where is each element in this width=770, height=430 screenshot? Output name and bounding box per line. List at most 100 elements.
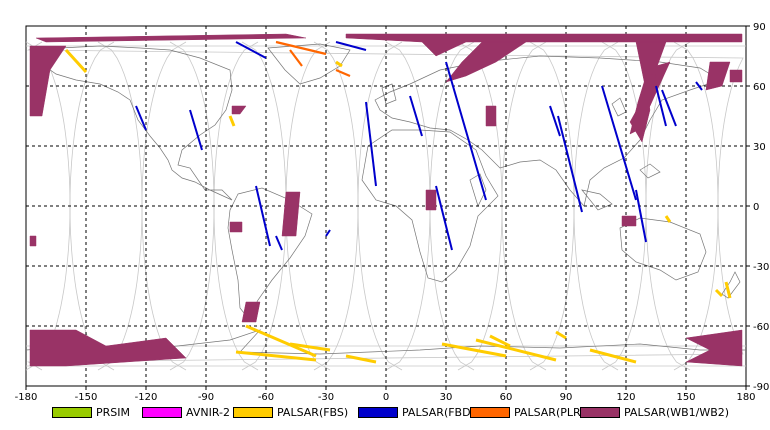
legend-label: AVNIR-2 (186, 405, 230, 419)
fbs-strip (335, 60, 343, 68)
fbd-strip (435, 185, 453, 251)
wb-coverage-region (229, 221, 243, 233)
fbd-strip (695, 81, 703, 91)
coastline-eurasia (374, 55, 721, 207)
wb-coverage-region (445, 41, 527, 83)
x-tick-label: -90 (198, 392, 214, 403)
plr-strip (289, 49, 303, 67)
fbd-strip (445, 61, 487, 201)
x-tick-label: 0 (383, 392, 389, 403)
fbd-strip (189, 109, 203, 151)
fbd-strip (661, 89, 677, 127)
x-tick-label: 90 (560, 392, 573, 403)
legend-item: PRSIM (52, 403, 130, 421)
x-tick-label: -150 (75, 392, 98, 403)
y-tick-label: 60 (753, 82, 766, 93)
palsar-plr-coverage (275, 40, 351, 78)
legend-swatch (52, 406, 92, 418)
fbd-strip (409, 95, 423, 137)
coastline-north-america (35, 45, 233, 201)
y-tick-label: -60 (753, 322, 769, 333)
legend-label: PALSAR(FBD) (402, 405, 475, 419)
y-tick-label: 0 (753, 202, 759, 213)
fbd-strip (335, 41, 367, 51)
palsar-wb-coverage (29, 33, 743, 367)
legend-swatch (142, 406, 182, 418)
fbs-strip (555, 330, 567, 340)
wb-coverage-region (231, 105, 247, 115)
fbd-strip (365, 101, 377, 187)
wb-coverage-region (729, 69, 743, 83)
fbd-strip (635, 189, 647, 243)
x-tick-label: 180 (736, 392, 755, 403)
legend-label: PALSAR(FBS) (277, 405, 349, 419)
legend-swatch (233, 406, 273, 418)
wb-coverage-region (629, 73, 657, 135)
coastline-australia (619, 217, 707, 281)
wb-coverage-region (281, 191, 301, 237)
y-tick-label: -30 (753, 262, 769, 273)
coastline-africa (361, 129, 499, 283)
y-tick-label: 90 (753, 22, 766, 33)
wb-coverage-region (29, 45, 67, 117)
palsar-fbs-coverage (64, 48, 732, 364)
fbd-strip (601, 85, 637, 201)
wb-coverage-region (345, 33, 743, 57)
x-tick-label: 30 (440, 392, 453, 403)
fbs-strip (289, 342, 331, 352)
fbs-strip (64, 48, 88, 74)
fbd-strip (549, 105, 561, 137)
legend-item: PALSAR(PLR) (470, 403, 585, 421)
wb-coverage-region (35, 33, 307, 43)
fbs-strip (589, 348, 637, 364)
x-tick-label: -180 (15, 392, 38, 403)
coastline-new-zealand (721, 271, 741, 299)
legend-swatch (580, 406, 620, 418)
y-tick-label: -90 (753, 382, 769, 393)
fbd-strip (275, 235, 283, 251)
wb-coverage-region (485, 105, 497, 127)
x-tick-label: -120 (135, 392, 158, 403)
y-axis-ticks: 90 60 30 0 -30 -60 -90 (746, 22, 769, 393)
x-tick-label: 150 (676, 392, 695, 403)
legend-swatch (358, 406, 398, 418)
x-tick-label: 120 (616, 392, 635, 403)
fbs-strip (724, 281, 732, 299)
fbs-strip (228, 115, 236, 127)
legend-label: PALSAR(PLR) (514, 405, 585, 419)
fbs-strip (235, 350, 317, 362)
y-tick-label: 30 (753, 142, 766, 153)
wb-coverage-region (241, 301, 261, 323)
fbd-strip (135, 105, 147, 131)
wb-coverage-region (425, 189, 437, 211)
x-tick-label: -30 (318, 392, 334, 403)
legend-swatch (470, 406, 510, 418)
fbs-strip (441, 342, 507, 358)
legend-item: PALSAR(WB1/WB2) (580, 403, 729, 421)
fbd-strip (235, 41, 267, 59)
legend-label: PALSAR(WB1/WB2) (624, 405, 730, 419)
x-tick-label: 60 (500, 392, 513, 403)
fbd-strip (655, 85, 667, 127)
legend-label: PRSIM (96, 405, 130, 419)
wb-coverage-region (685, 329, 743, 367)
fbs-strip (245, 324, 317, 358)
fbd-strip (325, 229, 331, 237)
wb-coverage-region (29, 329, 187, 367)
palsar-fbd-coverage (135, 41, 703, 251)
x-axis-ticks: -180 -150 -120 -90 -60 -30 0 30 60 90 120 150 180 (15, 386, 756, 403)
legend-item: PALSAR(FBD) (358, 403, 475, 421)
wb-coverage-region (29, 235, 37, 247)
fbd-strip (255, 185, 271, 247)
fbd-strip (557, 115, 583, 213)
fbs-strip (714, 288, 724, 298)
fbs-strip (345, 354, 377, 364)
fbs-strip (664, 215, 672, 223)
legend-item: PALSAR(FBS) (233, 403, 348, 421)
legend-item: AVNIR-2 (142, 403, 230, 421)
graticule-grid (26, 26, 746, 386)
plr-strip (335, 68, 351, 78)
fbs-strip (489, 334, 511, 348)
wb-coverage-region (705, 61, 731, 91)
x-tick-label: -60 (258, 392, 274, 403)
